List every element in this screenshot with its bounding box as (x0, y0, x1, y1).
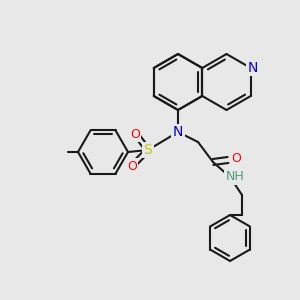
Text: NH: NH (226, 170, 244, 184)
Text: O: O (231, 152, 241, 164)
Text: O: O (130, 128, 140, 140)
Text: O: O (127, 160, 137, 172)
Text: S: S (144, 143, 152, 157)
Text: N: N (248, 61, 258, 75)
Text: N: N (173, 125, 183, 139)
